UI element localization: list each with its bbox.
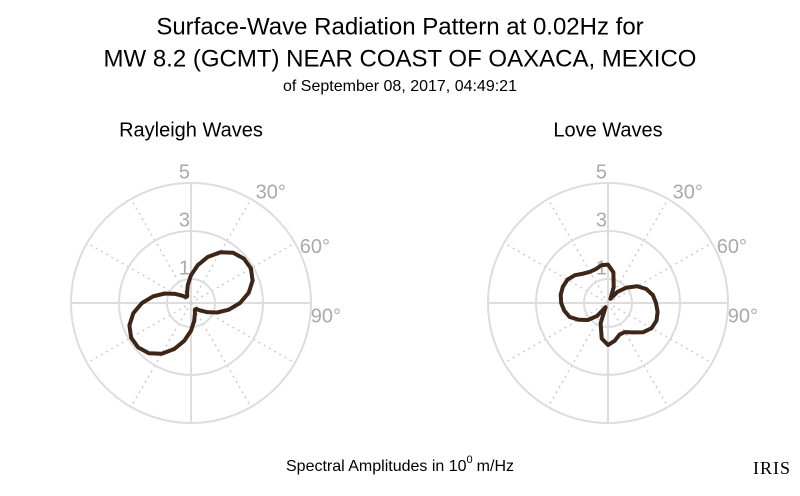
theta-grid-line — [130, 198, 192, 304]
r-grid-ring — [70, 182, 312, 424]
footer-unit: m/Hz — [477, 458, 514, 475]
theta-grid-line — [190, 242, 296, 304]
theta-grid-line — [607, 302, 669, 408]
logo: IRIS — [753, 458, 791, 478]
r-grid-ring — [535, 230, 681, 376]
title-line: Surface-Wave Radiation Pattern at 0.02Hz… — [156, 13, 643, 40]
theta-grid-line — [547, 198, 609, 304]
subtitle: of September 08, 2017, 04:49:21 — [283, 78, 517, 95]
footer-exponent: 0 — [467, 454, 473, 466]
chart-title: Rayleigh Waves — [119, 119, 263, 141]
theta-tick-label: 90° — [728, 305, 758, 327]
r-tick-label: 1 — [179, 257, 190, 279]
radiation-pattern — [558, 262, 660, 347]
r-tick-label: 5 — [596, 161, 607, 183]
theta-grid-line — [190, 302, 252, 408]
theta-grid-line — [503, 302, 609, 364]
title-line: MW 8.2 (GCMT) NEAR COAST OF OAXACA, MEXI… — [104, 45, 697, 72]
theta-grid-line — [607, 242, 713, 304]
theta-tick-label: 30° — [256, 182, 286, 204]
r-tick-label: 5 — [179, 161, 190, 183]
footer-text: Spectral Amplitudes in 10 — [286, 458, 467, 475]
theta-tick-label: 60° — [300, 236, 330, 258]
r-tick-label: 3 — [179, 209, 190, 231]
r-tick-label: 1 — [596, 257, 607, 279]
r-grid-ring — [487, 182, 729, 424]
r-grid-ring — [583, 278, 633, 328]
radiation-pattern — [127, 250, 255, 356]
theta-grid-line — [503, 242, 609, 304]
r-tick-label: 3 — [596, 209, 607, 231]
theta-tick-label: 90° — [311, 305, 341, 327]
footer: Spectral Amplitudes in 100 m/Hz — [286, 454, 514, 475]
theta-grid-line — [547, 302, 609, 408]
r-grid-ring — [118, 230, 264, 376]
theta-grid-line — [86, 302, 192, 364]
theta-grid-line — [607, 302, 713, 364]
theta-tick-label: 60° — [717, 236, 747, 258]
theta-tick-label: 30° — [673, 182, 703, 204]
theta-grid-line — [607, 198, 669, 304]
chart-title: Love Waves — [553, 119, 662, 141]
